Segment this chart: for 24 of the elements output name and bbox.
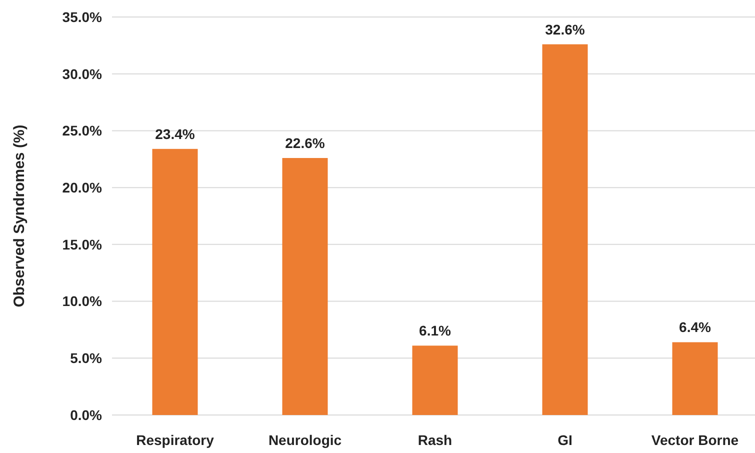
y-tick-label: 5.0% xyxy=(70,350,103,366)
y-tick-label: 10.0% xyxy=(62,293,103,310)
x-tick-label: Respiratory xyxy=(136,432,214,448)
y-tick-label: 20.0% xyxy=(62,179,103,196)
y-tick-label: 25.0% xyxy=(62,122,103,139)
y-tick-label: 15.0% xyxy=(62,236,103,252)
y-tick-label: 30.0% xyxy=(62,66,103,82)
y-tick-label: 35.0% xyxy=(62,8,103,25)
x-tick-label: Rash xyxy=(418,432,452,448)
y-tick-label: 0.0% xyxy=(70,406,103,423)
data-label: 32.6% xyxy=(545,21,586,38)
y-axis-title: Observed Syndromes (%) xyxy=(11,124,28,308)
bar xyxy=(412,346,458,415)
x-tick-label: Vector Borne xyxy=(651,432,739,448)
data-label: 22.6% xyxy=(285,135,326,152)
bar xyxy=(152,148,198,415)
bar xyxy=(672,342,718,415)
bar xyxy=(282,158,328,415)
x-tick-label: Neurologic xyxy=(268,432,342,448)
bar xyxy=(542,44,588,415)
data-label: 6.4% xyxy=(679,319,712,336)
data-label: 6.1% xyxy=(419,322,452,339)
data-label: 23.4% xyxy=(155,126,196,142)
x-tick-label: GI xyxy=(558,432,572,448)
